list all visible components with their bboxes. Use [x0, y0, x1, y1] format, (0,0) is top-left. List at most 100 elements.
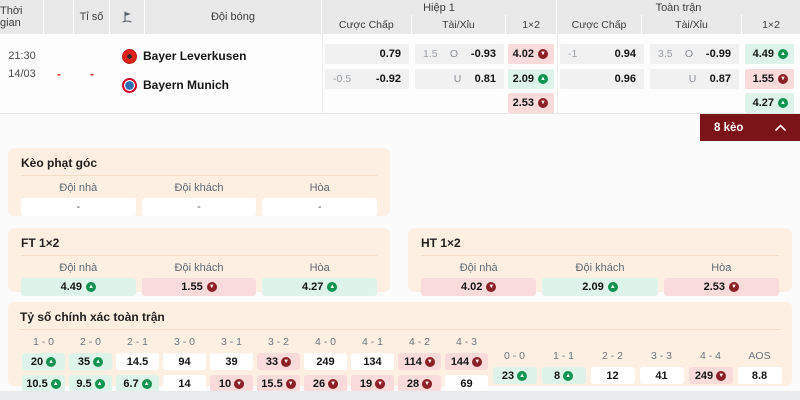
corner-card-title: Kèo phạt góc [21, 156, 377, 176]
h1-handicap-odds-cell[interactable]: -0.5 -0.92 [325, 69, 409, 89]
ft-1x2-odds-cell[interactable]: 4.49 ▲ [745, 44, 794, 64]
odds-value: 10 [218, 377, 232, 390]
score-odds-cell[interactable]: 249 [304, 353, 347, 370]
ft-draw-odds-cell[interactable]: 4.27 ▲ [262, 278, 378, 296]
odds-count-label: 8 kèo [714, 121, 744, 134]
score-label: 4 - 2 [408, 336, 430, 348]
ou-side: U [688, 73, 697, 85]
away-team: Bayern Munich [122, 76, 229, 94]
score-odds-cell[interactable]: 41 [639, 367, 684, 384]
corner-away-odds-cell[interactable]: - [141, 198, 257, 216]
score-label: 0 - 0 [503, 350, 525, 362]
score-odds-cell[interactable]: 6.7 ▲ [116, 375, 159, 392]
odds-value: -0.99 [705, 48, 731, 60]
odds-value: 2.09 [582, 281, 604, 293]
ht-home-odds-cell[interactable]: 4.02 ▼ [421, 278, 537, 296]
ft-1x2-odds-cell[interactable]: 1.55 ▼ [745, 69, 794, 89]
ht-away-odds-cell[interactable]: 2.09 ▲ [542, 278, 658, 296]
odds-value: 9.5 [76, 377, 92, 390]
arrow-down-circle-icon: ▼ [281, 356, 292, 367]
score-odds-cell[interactable]: 10 ▼ [210, 375, 253, 392]
arrow-down-circle-icon: ▼ [422, 378, 433, 389]
away-col-header: Đội khách [575, 262, 625, 274]
col-header-handicap-h1: Cược Chấp [322, 15, 412, 34]
score-odds-cell[interactable]: 134 [351, 353, 394, 370]
arrow-down-circle-icon: ▼ [328, 378, 339, 389]
h1-handicap-odds-cell[interactable]: 0.79 [325, 44, 409, 64]
arrow-up-circle-icon: ▲ [563, 370, 574, 381]
corner-draw-odds-cell[interactable]: - [262, 198, 378, 216]
draw-col-header: Hòa [711, 262, 732, 274]
h1-1x2-odds-cell[interactable]: 2.53 ▼ [508, 93, 554, 113]
table-header: Thời gian Tỉ số Đội bóng Hiệp 1 Cược Chấ… [0, 0, 800, 34]
ft-handicap-odds-cell[interactable]: 0.96 [560, 69, 644, 89]
kickoff-date: 14/03 [8, 68, 36, 80]
draw-score-column: 2 - 2 12 [588, 350, 637, 389]
h1-1x2-odds-cell[interactable]: 4.02 ▼ [508, 44, 554, 64]
score-odds-cell[interactable]: 8.8 [737, 367, 782, 384]
odds-value: 15.5 [261, 377, 283, 390]
odds-value: 19 [359, 377, 373, 390]
score-label: 4 - 3 [455, 336, 477, 348]
ft-home-odds-cell[interactable]: 4.49 ▲ [21, 278, 136, 296]
score-label: 3 - 0 [173, 336, 195, 348]
score-odds-cell[interactable]: 8 ▲ [541, 367, 586, 384]
ft-overunder-odds-cell[interactable]: 3.5 O -0.99 [650, 44, 739, 64]
score-placeholder-1: - [57, 67, 61, 81]
score-odds-cell[interactable]: 14.5 [116, 353, 159, 370]
arrow-up-circle-icon: ▲ [538, 74, 548, 84]
score-odds-cell[interactable]: 14 [163, 375, 206, 392]
odds-value: 2.09 [512, 73, 534, 85]
ft-overunder-odds-cell[interactable]: U 0.87 [650, 69, 739, 89]
score-odds-cell[interactable]: 15.5 ▼ [257, 375, 300, 392]
score-odds-cell[interactable]: 114 ▼ [398, 353, 441, 370]
odds-value: 69 [460, 377, 473, 390]
score-column: 3 - 0 94 14 [161, 336, 208, 397]
score-odds-cell[interactable]: 28 ▼ [398, 375, 441, 392]
score-odds-cell[interactable]: 39 [210, 353, 253, 370]
score-odds-cell[interactable]: 10.5 ▲ [22, 375, 65, 392]
h1-1x2-odds-cell[interactable]: 2.09 ▲ [508, 69, 554, 89]
ht-draw-odds-cell[interactable]: 2.53 ▼ [663, 278, 779, 296]
odds-value: 33 [265, 355, 279, 368]
odds-value: 144 [450, 355, 470, 368]
away-col-header: Đội khách [174, 182, 224, 194]
score-odds-cell[interactable]: 69 [445, 375, 488, 392]
score-label: 4 - 0 [314, 336, 336, 348]
score-odds-cell[interactable]: 9.5 ▲ [69, 375, 112, 392]
corner-home-odds-cell[interactable]: - [21, 198, 136, 216]
home-col-header: Đội nhà [59, 182, 98, 194]
odds-value: 1.55 [181, 281, 203, 293]
score-odds-cell[interactable]: 33 ▼ [257, 353, 300, 370]
ft-1x2-odds-cell[interactable]: 4.27 ▲ [745, 93, 794, 113]
odds-value: 4.02 [512, 48, 534, 60]
score-odds-cell[interactable]: 35 ▲ [69, 353, 112, 370]
ft-handicap-odds-cell[interactable]: -1 0.94 [560, 44, 644, 64]
ou-line: 1.5 [423, 48, 438, 60]
score-column: 2 - 0 35 ▲ 9.5 ▲ [67, 336, 114, 397]
score-odds-cell[interactable]: 249 ▼ [688, 367, 733, 384]
h1-overunder-odds-cell[interactable]: U 0.81 [415, 69, 504, 89]
arrow-up-circle-icon: ▲ [778, 98, 788, 108]
ft-away-odds-cell[interactable]: 1.55 ▼ [141, 278, 257, 296]
score-odds-cell[interactable]: 26 ▼ [304, 375, 347, 392]
score-odds-cell[interactable]: 19 ▼ [351, 375, 394, 392]
score-label: 4 - 1 [361, 336, 383, 348]
match-row: 21:30 14/03 - - Bayer Leverkusen Bayern … [0, 34, 800, 114]
score-column: 3 - 2 33 ▼ 15.5 ▼ [255, 336, 302, 397]
score-odds-cell[interactable]: 12 [590, 367, 635, 384]
score-column: 3 - 1 39 10 ▼ [208, 336, 255, 397]
score-odds-cell[interactable]: 144 ▼ [445, 353, 488, 370]
ou-side: U [453, 73, 462, 85]
away-col-header: Đội khách [174, 262, 224, 274]
arrow-down-circle-icon: ▼ [424, 356, 435, 367]
h1-overunder-odds-cell[interactable]: 1.5 O -0.93 [415, 44, 504, 64]
col-header-overunder-h1: Tài/Xỉu [412, 15, 507, 34]
score-label: 4 - 4 [699, 350, 721, 362]
score-odds-cell[interactable]: 20 ▲ [22, 353, 65, 370]
score-odds-cell[interactable]: 94 [163, 353, 206, 370]
score-placeholder-2: - [90, 67, 94, 81]
odds-count-toggle[interactable]: 8 kèo [700, 114, 800, 141]
score-odds-cell[interactable]: 23 ▲ [492, 367, 537, 384]
